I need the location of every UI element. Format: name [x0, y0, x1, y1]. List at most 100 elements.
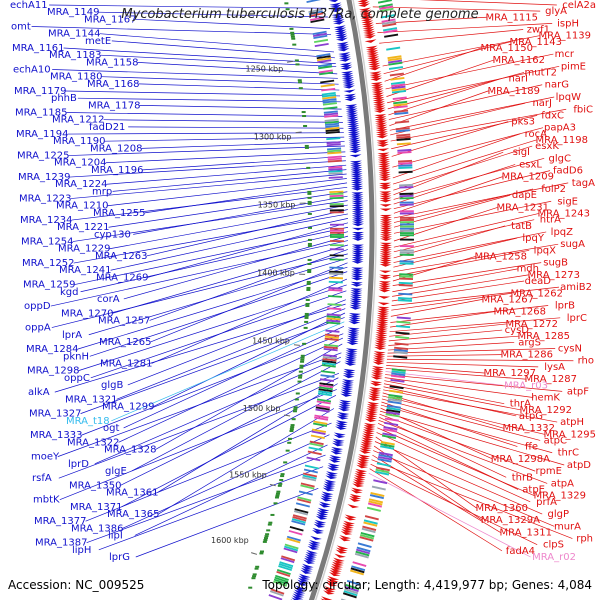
cog-block	[321, 94, 337, 98]
forward-gene-mark	[292, 593, 304, 598]
reverse-gene-mark	[377, 310, 390, 314]
label-connector	[386, 358, 574, 362]
gene-label: MRA_1150	[481, 43, 533, 54]
label-connector	[68, 145, 345, 156]
forward-gene-mark	[348, 315, 361, 319]
forward-gene-mark	[330, 8, 343, 13]
gene-label: argS	[518, 337, 541, 348]
cog-block	[280, 557, 295, 564]
forward-gene-mark	[351, 219, 364, 223]
reverse-gene-mark	[369, 389, 382, 393]
gene-label: MRA_1328	[104, 444, 156, 455]
gene-label: MRA_1258	[475, 251, 527, 262]
cog-block	[398, 277, 414, 281]
reverse-gene-mark	[379, 221, 392, 224]
label-connector	[88, 257, 348, 336]
cog-block	[315, 406, 330, 411]
gc-mark	[290, 426, 295, 429]
reverse-gene-mark	[378, 174, 391, 177]
cog-block	[329, 258, 344, 261]
reverse-gene-mark	[374, 340, 387, 344]
gc-mark	[299, 366, 304, 369]
cog-block	[399, 203, 414, 206]
forward-gene-mark	[351, 187, 364, 191]
forward-gene-mark	[304, 555, 317, 560]
cog-block	[357, 542, 372, 548]
reverse-gene-mark	[371, 370, 384, 374]
forward-gene-mark	[323, 481, 336, 486]
forward-gene-mark	[330, 450, 343, 455]
reverse-gene-mark	[375, 131, 388, 135]
cog-block	[329, 248, 344, 251]
cog-block	[361, 527, 376, 534]
forward-gene-mark	[347, 133, 360, 137]
gene-label: fadA4	[506, 546, 535, 557]
forward-gene-mark	[300, 569, 312, 574]
gene-label: rph	[576, 534, 593, 545]
reverse-gene-mark	[373, 107, 386, 111]
reverse-gene-mark	[370, 81, 383, 86]
label-connector	[371, 459, 573, 539]
reverse-gene-mark	[373, 351, 386, 355]
forward-gene-mark	[296, 581, 308, 586]
cog-block	[399, 275, 414, 278]
forward-gene-mark	[351, 259, 364, 262]
cog-block	[386, 409, 401, 414]
forward-gene-mark	[295, 585, 307, 590]
label-connector	[388, 78, 502, 116]
label-connector	[388, 335, 519, 346]
cog-block	[396, 325, 411, 329]
reverse-gene-mark	[349, 493, 362, 498]
gene-label: MRA_1311	[500, 527, 552, 538]
forward-gene-mark	[308, 543, 320, 548]
cog-block	[323, 112, 339, 116]
reverse-gene-mark	[367, 60, 380, 64]
gc-mark	[298, 370, 303, 373]
label-connector	[391, 286, 560, 306]
label-connector	[157, 383, 338, 493]
label-connector	[104, 136, 345, 142]
reverse-gene-mark	[376, 319, 389, 323]
gc-mark	[252, 573, 257, 576]
reverse-gene-mark	[371, 368, 384, 372]
forward-gene-mark	[351, 215, 364, 218]
forward-gene-mark	[324, 479, 337, 484]
reverse-gene-mark	[336, 547, 348, 552]
cog-block	[388, 396, 403, 401]
cog-block	[381, 20, 396, 25]
genome-backbone	[308, 0, 377, 600]
gc-mark	[291, 418, 296, 421]
cog-block	[275, 574, 289, 581]
cog-block	[356, 546, 371, 553]
label-connector	[384, 377, 534, 398]
reverse-gene-mark	[379, 246, 392, 250]
cog-block	[329, 190, 344, 194]
gene-label: fdxC	[541, 110, 564, 121]
cog-block	[373, 479, 388, 485]
cog-block	[325, 126, 340, 130]
gene-label: MRA_1149	[47, 7, 99, 18]
cog-block	[328, 289, 343, 292]
cog-block	[398, 170, 413, 174]
reverse-gene-mark	[373, 101, 385, 105]
reverse-gene-mark	[362, 26, 375, 31]
forward-gene-mark	[346, 120, 359, 124]
cog-block	[368, 498, 383, 504]
reverse-gene-mark	[349, 495, 362, 500]
gene-label: pknH	[63, 351, 89, 362]
label-connector	[144, 182, 348, 214]
gc-mark	[287, 441, 292, 444]
reverse-gene-mark	[378, 167, 391, 171]
forward-gene-mark	[337, 47, 350, 52]
reverse-gene-mark	[372, 94, 385, 98]
reverse-gene-mark	[376, 321, 389, 325]
reverse-gene-mark	[377, 302, 390, 306]
label-connector	[390, 108, 567, 142]
reverse-gene-mark	[360, 443, 373, 448]
cog-block	[328, 176, 343, 179]
gene-label: rocA	[525, 129, 548, 140]
gc-mark	[276, 490, 281, 493]
forward-gene-mark	[334, 29, 347, 33]
cog-block	[396, 320, 411, 324]
reverse-gene-mark	[379, 223, 392, 227]
